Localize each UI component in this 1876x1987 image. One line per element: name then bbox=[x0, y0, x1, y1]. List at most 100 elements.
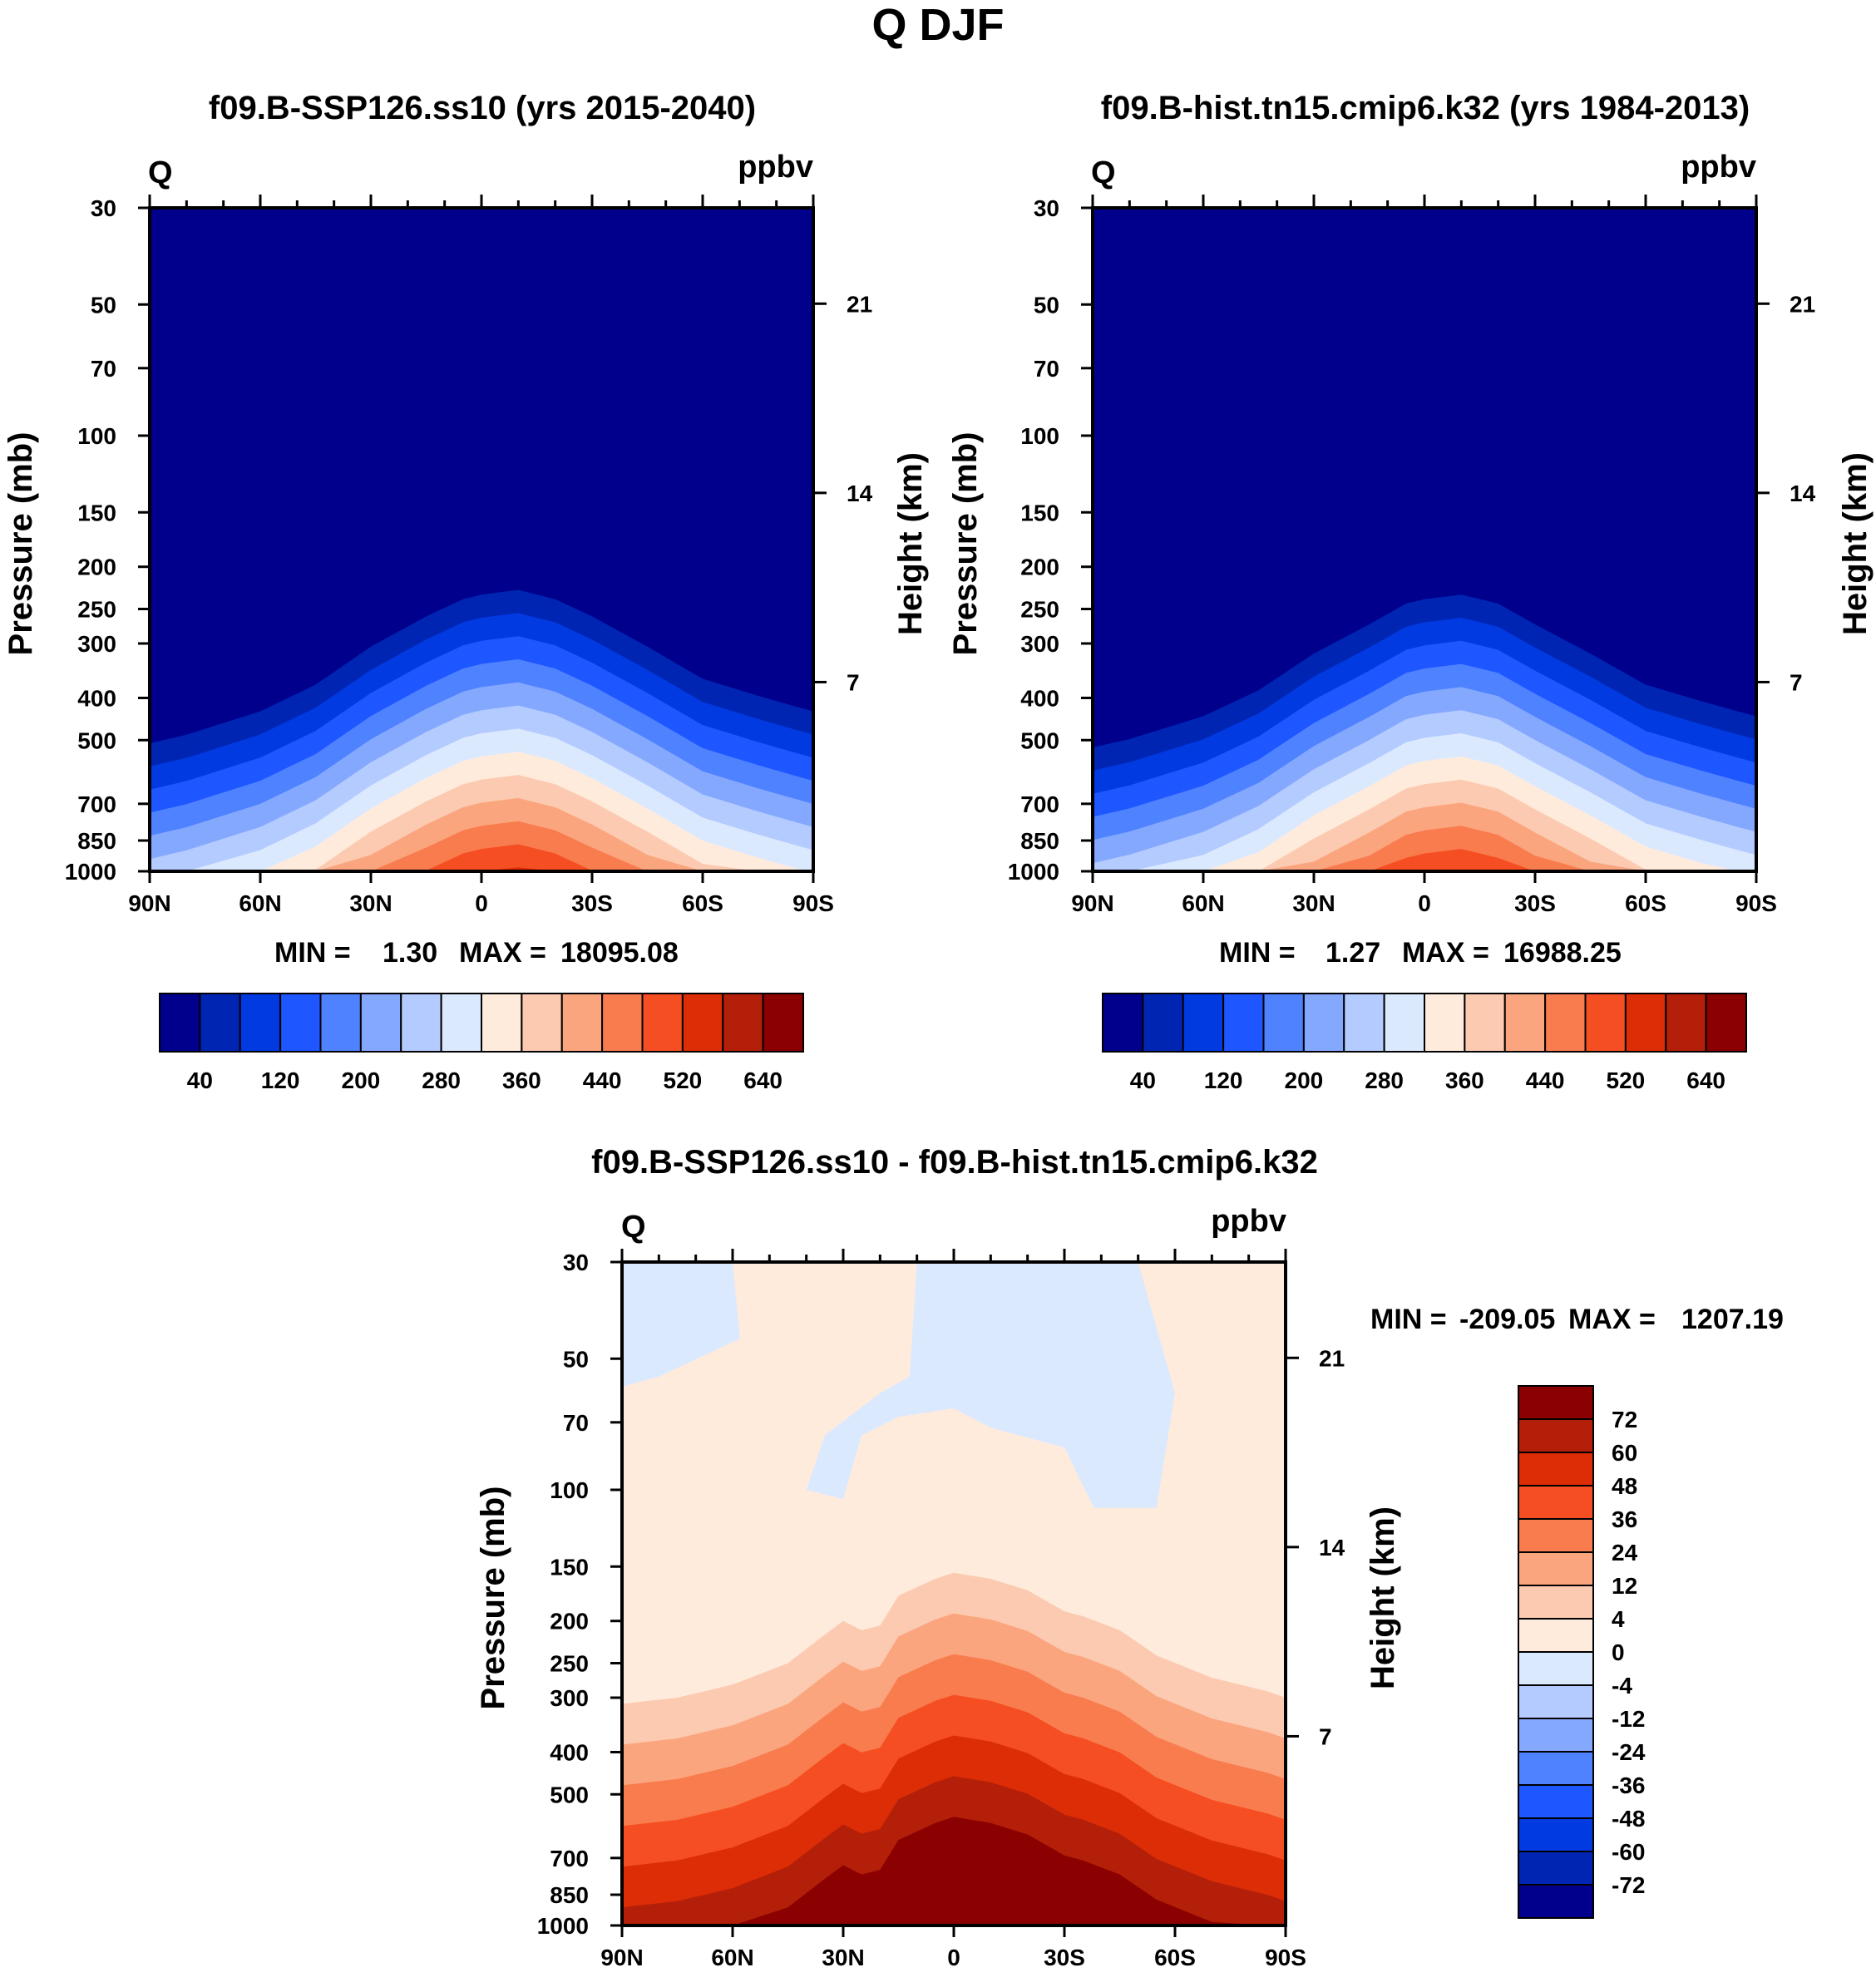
colorbar-label: -72 bbox=[1612, 1872, 1645, 1898]
tick-label: 30 bbox=[563, 1250, 589, 1275]
colorbar-label: 120 bbox=[261, 1067, 300, 1093]
stat-min-value: 1.30 bbox=[383, 937, 437, 969]
tick-label: 7 bbox=[1319, 1723, 1332, 1749]
colorbar-swatch bbox=[1518, 1817, 1594, 1852]
stat-max-label: MAX = bbox=[459, 937, 546, 969]
tick-label: 250 bbox=[1020, 597, 1059, 623]
stat-min-label: MIN = bbox=[1370, 1304, 1447, 1335]
panel-left-label: Q bbox=[1091, 155, 1116, 190]
tick-label: 400 bbox=[1020, 685, 1059, 711]
colorbar-label: 120 bbox=[1204, 1067, 1243, 1093]
figure-title: Q DJF bbox=[871, 0, 1004, 50]
tick-label: 300 bbox=[77, 631, 116, 657]
colorbar-swatch bbox=[1424, 993, 1466, 1053]
colorbar-label: 280 bbox=[1365, 1067, 1404, 1093]
tick-label: 850 bbox=[77, 828, 116, 854]
colorbar-label: 12 bbox=[1612, 1573, 1637, 1599]
tick-label: 30S bbox=[1514, 890, 1556, 916]
tick-label: 150 bbox=[77, 500, 116, 525]
tick-label: 70 bbox=[91, 356, 116, 382]
colorbar-swatch bbox=[1624, 993, 1667, 1053]
colorbar-swatch bbox=[481, 993, 523, 1053]
colorbar-label: 360 bbox=[502, 1067, 541, 1093]
colorbar-swatch bbox=[1102, 993, 1144, 1053]
colorbar-label: 4 bbox=[1612, 1606, 1625, 1632]
colorbar-swatch bbox=[1518, 1485, 1594, 1520]
colorbar-swatch bbox=[159, 993, 201, 1053]
contour-band bbox=[1093, 826, 1756, 871]
contour-band bbox=[150, 844, 813, 871]
tick-label: 70 bbox=[563, 1410, 589, 1436]
panel-difference: f09.B-SSP126.ss10 - f09.B-hist.tn15.cmip… bbox=[475, 1144, 1784, 1970]
contour-band bbox=[806, 1262, 1175, 1508]
tick-label: 21 bbox=[847, 291, 872, 317]
tick-label: 1000 bbox=[65, 859, 116, 885]
tick-label: 30N bbox=[822, 1945, 864, 1970]
colorbar-swatch bbox=[1518, 1684, 1594, 1719]
tick-label: 700 bbox=[550, 1846, 589, 1871]
tick-label: 850 bbox=[1020, 828, 1059, 854]
tick-label: 14 bbox=[1319, 1535, 1345, 1561]
colorbar-swatch bbox=[601, 993, 644, 1053]
tick-label: 1000 bbox=[537, 1913, 589, 1939]
tick-label: 30S bbox=[571, 890, 613, 916]
colorbar-swatch bbox=[1222, 993, 1265, 1053]
colorbar-swatch bbox=[1262, 993, 1305, 1053]
tick-label: 0 bbox=[947, 1945, 960, 1970]
tick-label: 70 bbox=[1034, 356, 1059, 382]
colorbar-swatch bbox=[1518, 1385, 1594, 1420]
colorbar-swatch bbox=[1544, 993, 1587, 1053]
tick-label: 60N bbox=[711, 1945, 753, 1970]
colorbar-swatch bbox=[279, 993, 322, 1053]
colorbar-swatch bbox=[722, 993, 764, 1053]
colorbar-label: -36 bbox=[1612, 1773, 1645, 1798]
pressure-axis-label: Pressure (mb) bbox=[475, 1487, 511, 1710]
tick-label: 60N bbox=[1182, 890, 1224, 916]
colorbar-label: 48 bbox=[1612, 1473, 1637, 1499]
pressure-axis-label: Pressure (mb) bbox=[2, 432, 39, 656]
colorbar-label: 36 bbox=[1612, 1506, 1637, 1532]
contour-band bbox=[622, 1817, 1286, 1925]
colorbar-swatch bbox=[319, 993, 362, 1053]
pressure-axis: 30 50 70 100 150 200 250 300 400 500 700 850 1000 bbox=[537, 1250, 622, 1939]
height-axis: 21 14 7 bbox=[1286, 1345, 1345, 1749]
colorbar-swatch bbox=[1518, 1851, 1594, 1886]
tick-label: 150 bbox=[550, 1554, 589, 1580]
colorbar-label: 200 bbox=[1285, 1067, 1324, 1093]
colorbar-swatch bbox=[1584, 993, 1627, 1053]
contour-band bbox=[622, 1262, 740, 1387]
tick-label: 50 bbox=[91, 292, 116, 318]
tick-label: 700 bbox=[77, 791, 116, 817]
colorbar-swatch bbox=[521, 993, 563, 1053]
colorbar-swatch bbox=[1705, 993, 1747, 1053]
colorbar-label: 24 bbox=[1612, 1540, 1638, 1565]
colorbar-label: 280 bbox=[422, 1067, 461, 1093]
colorbar-label: -4 bbox=[1612, 1673, 1632, 1699]
tick-label: 21 bbox=[1319, 1345, 1345, 1371]
colorbar-swatch bbox=[1503, 993, 1547, 1053]
colorbar-swatch bbox=[1518, 1618, 1594, 1653]
colorbar-label: 520 bbox=[1607, 1067, 1646, 1093]
tick-label: 14 bbox=[847, 481, 873, 506]
height-axis-label: Height (km) bbox=[1837, 452, 1874, 635]
panel-left-label: Q bbox=[621, 1210, 646, 1245]
colorbar-label: 440 bbox=[1526, 1067, 1565, 1093]
colorbar-swatch bbox=[560, 993, 604, 1053]
colorbar-swatch bbox=[1518, 1418, 1594, 1453]
colorbar-label: -48 bbox=[1612, 1806, 1645, 1832]
tick-label: 60S bbox=[682, 890, 723, 916]
panel-right-label: ppbv bbox=[1681, 150, 1756, 185]
colorbar-label: 360 bbox=[1445, 1067, 1484, 1093]
tick-label: 7 bbox=[847, 669, 860, 695]
tick-label: 60S bbox=[1154, 1945, 1196, 1970]
colorbar-swatch bbox=[1518, 1718, 1594, 1753]
stat-min-label: MIN = bbox=[274, 937, 351, 969]
pressure-axis: 30 50 70 100 150 200 250 300 400 500 700 850 1000 bbox=[65, 195, 150, 885]
latitude-axis: 90N 60N 30N 0 30S 60S 90S bbox=[128, 871, 834, 916]
colorbar-swatch bbox=[1518, 1551, 1594, 1586]
colorbar-swatch bbox=[1302, 993, 1345, 1053]
latitude-axis: 90N 60N 30N 0 30S 60S 90S bbox=[1071, 871, 1777, 916]
tick-label: 90S bbox=[1735, 890, 1777, 916]
colorbar-swatch bbox=[1665, 993, 1707, 1053]
